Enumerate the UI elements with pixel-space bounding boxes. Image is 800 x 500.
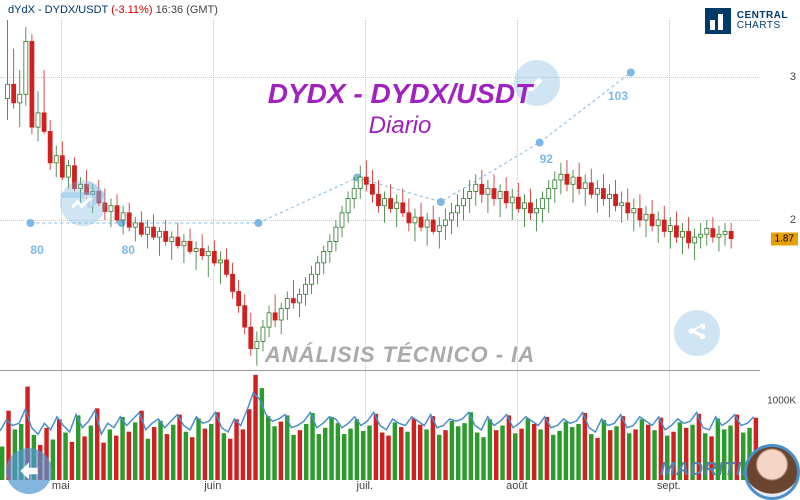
x-tick: sept. (657, 480, 681, 492)
current-price-tag: 1.87 (771, 232, 798, 245)
x-tick: juil. (357, 480, 374, 492)
y-tick: 2 (790, 214, 796, 226)
bg-annotation: 80 (30, 243, 43, 257)
y-tick: 3 (790, 71, 796, 83)
x-tick: juin (204, 480, 221, 492)
x-tick: mai (52, 480, 70, 492)
overlay-title: DYDX - DYDX/USDT Diario (268, 78, 532, 140)
logo-icon (705, 8, 731, 34)
nav-circle-button[interactable] (6, 448, 52, 494)
bg-annotation: 103 (608, 89, 628, 103)
time-label: 16:36 (156, 4, 184, 16)
overlay-footer: ANÁLISIS TÉCNICO - IA (265, 342, 535, 368)
bg-annotation: 92 (540, 152, 553, 166)
brand-logo: CENTRAL CHARTS (705, 8, 788, 34)
symbol-label: dYdX - DYDX/USDT (8, 4, 108, 16)
vol-y-tick: 1000K (767, 396, 796, 407)
price-y-axis: 231.87 (760, 20, 800, 370)
x-axis: mai juin juil. août sept. (0, 480, 760, 496)
logo-text: CENTRAL CHARTS (737, 11, 788, 31)
volume-chart[interactable] (0, 370, 760, 480)
watermark-arrow-icon (58, 175, 118, 220)
bg-annotation: 80 (122, 243, 135, 257)
author-brand: MADRITIA (660, 459, 756, 480)
overlay-period: Diario (268, 112, 532, 140)
pct-change: (-3.11%) (111, 4, 152, 16)
overlay-pair: DYDX - DYDX/USDT (268, 78, 532, 110)
author-avatar[interactable] (744, 444, 800, 500)
x-tick: août (506, 480, 527, 492)
watermark-share-icon (674, 310, 720, 356)
tz-label: (GMT) (186, 4, 218, 16)
chart-header: dYdX - DYDX/USDT (-3.11%) 16:36 (GMT) (8, 4, 218, 16)
